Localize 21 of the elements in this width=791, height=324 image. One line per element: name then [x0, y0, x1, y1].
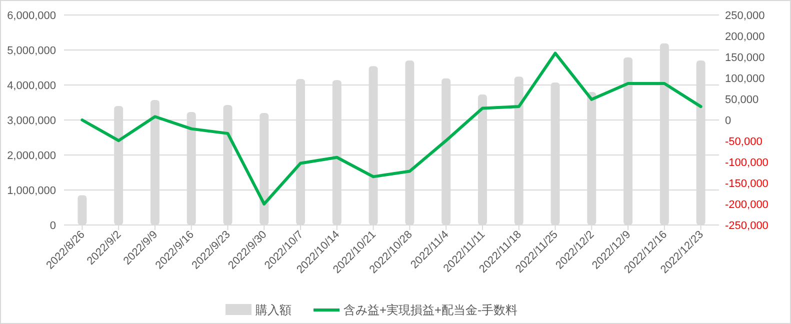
line-series	[80, 52, 702, 206]
y-tick-label: 4,000,000	[7, 80, 56, 92]
y2-tick-label: -250,000	[725, 220, 768, 232]
y2-tick-label: 100,000	[725, 73, 765, 85]
y2-tick-label: -200,000	[725, 199, 768, 211]
y2-tick-label: 150,000	[725, 52, 765, 64]
y2-tick-label: 200,000	[725, 31, 765, 43]
legend-label: 含み益+実現損益+配当金-手数料	[344, 303, 518, 317]
y2-tick-label: 0	[725, 115, 732, 127]
y2-tick-label: -100,000	[725, 157, 768, 169]
y2-tick-label: 250,000	[725, 10, 765, 22]
y2-tick-label: -150,000	[725, 178, 768, 190]
y-tick-label: 5,000,000	[7, 45, 56, 57]
y-tick-label: 3,000,000	[7, 115, 56, 127]
y-tick-label: 2,000,000	[7, 150, 56, 162]
y2-tick-label: -50,000	[725, 136, 762, 148]
y-tick-label: 0	[50, 220, 56, 232]
y-tick-label: 6,000,000	[7, 10, 56, 22]
legend-label: 購入額	[256, 303, 292, 317]
y2-tick-label: 50,000	[725, 94, 759, 106]
y-tick-label: 1,000,000	[7, 185, 56, 197]
